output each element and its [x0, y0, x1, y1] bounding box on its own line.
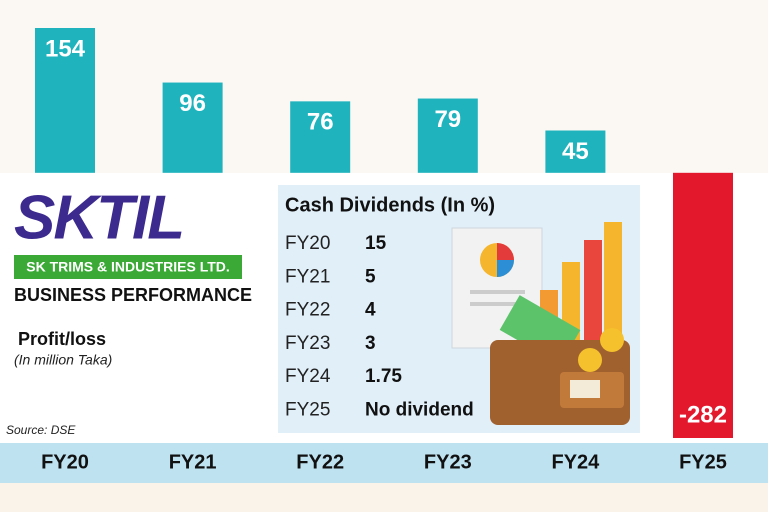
- x-tick-label: FY23: [424, 451, 472, 473]
- value-label: 79: [434, 106, 461, 133]
- bar: [290, 101, 351, 173]
- x-tick-label: FY25: [679, 451, 727, 473]
- bar: [673, 172, 733, 438]
- dividend-value: 5: [365, 266, 376, 287]
- x-tick-label: FY22: [296, 451, 344, 473]
- dividend-year: FY20: [285, 233, 330, 254]
- dividend-year: FY22: [285, 300, 330, 321]
- paper-line: [470, 290, 525, 294]
- logo: SKTIL: [14, 183, 183, 252]
- deco-bar: [604, 222, 622, 350]
- dividend-rows: FY20 15 FY21 5 FY22 4 FY23 3 FY24 1.75 FY25 No divi…: [285, 233, 474, 421]
- company-name: SK TRIMS & INDUSTRIES LTD.: [26, 259, 230, 275]
- dividend-value: No dividend: [365, 400, 474, 421]
- bar: [35, 28, 95, 173]
- deco-bar: [584, 240, 602, 350]
- paper-line: [470, 302, 525, 306]
- dividend-value: 3: [365, 333, 376, 354]
- value-label: 45: [562, 138, 589, 165]
- dividend-year: FY21: [285, 266, 330, 287]
- wallet-clasp: [570, 380, 600, 398]
- coin: [578, 348, 602, 372]
- value-label: -282: [679, 401, 727, 428]
- value-label: 154: [45, 35, 86, 62]
- dividend-year: FY23: [285, 333, 330, 354]
- x-tick-label: FY20: [41, 451, 89, 473]
- bar: [545, 130, 606, 173]
- coin: [600, 328, 624, 352]
- dividend-value: 4: [365, 300, 376, 321]
- x-tick-label: FY21: [169, 451, 217, 473]
- dividend-year: FY24: [285, 366, 331, 387]
- value-label: 76: [307, 109, 334, 136]
- illustration: [451, 222, 630, 425]
- measure-label: Profit/loss: [18, 329, 106, 349]
- dividend-year: FY25: [285, 400, 330, 421]
- unit-label: (In million Taka): [14, 352, 112, 368]
- value-label: 96: [179, 90, 206, 117]
- category-band: [0, 443, 768, 483]
- subtitle: BUSINESS PERFORMANCE: [14, 285, 252, 305]
- top-background: [0, 0, 768, 173]
- dividend-value: 15: [365, 233, 387, 254]
- bar: [162, 82, 223, 173]
- bar: [417, 98, 478, 173]
- dividend-value: 1.75: [365, 366, 402, 387]
- dividend-title: Cash Dividends (In %): [285, 194, 495, 216]
- pie-slice: [497, 243, 514, 260]
- x-tick-label: FY24: [551, 451, 600, 473]
- pie-slice: [497, 260, 514, 277]
- source: Source: DSE: [6, 423, 76, 437]
- company-band: [14, 255, 242, 279]
